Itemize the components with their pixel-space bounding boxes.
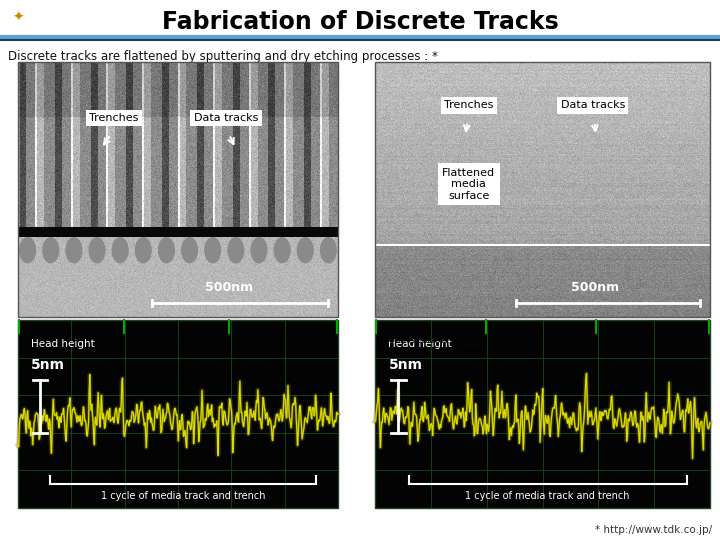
Ellipse shape: [320, 237, 337, 264]
Text: 5nm: 5nm: [31, 357, 65, 372]
Bar: [18, 62, 338, 317]
Text: Fabrication of Discrete Tracks: Fabrication of Discrete Tracks: [161, 10, 559, 34]
Ellipse shape: [297, 237, 314, 264]
Text: * http://www.tdk.co.jp/: * http://www.tdk.co.jp/: [595, 525, 712, 535]
Ellipse shape: [158, 237, 175, 264]
Bar: [375, 62, 710, 317]
Ellipse shape: [112, 237, 129, 264]
Bar: [375, 320, 710, 508]
Text: Head height: Head height: [31, 339, 94, 349]
Text: Flattened
media
surface: Flattened media surface: [442, 168, 495, 201]
Ellipse shape: [42, 237, 59, 264]
Ellipse shape: [251, 237, 268, 264]
Text: 500nm: 500nm: [205, 281, 253, 294]
Text: ✦: ✦: [12, 11, 24, 25]
Text: Trenches: Trenches: [89, 113, 139, 123]
Bar: [18, 227, 338, 237]
Text: 5nm: 5nm: [388, 357, 423, 372]
Bar: [18, 320, 338, 508]
Text: Discrete tracks are flattened by sputtering and dry etching processes : *: Discrete tracks are flattened by sputter…: [8, 50, 438, 63]
Ellipse shape: [89, 237, 106, 264]
Ellipse shape: [228, 237, 244, 264]
Ellipse shape: [135, 237, 152, 264]
Ellipse shape: [204, 237, 221, 264]
Text: Data tracks: Data tracks: [194, 113, 258, 123]
Ellipse shape: [181, 237, 198, 264]
Text: 500nm: 500nm: [571, 281, 619, 294]
Text: 1 cycle of media track and trench: 1 cycle of media track and trench: [101, 491, 265, 501]
Text: 1 cycle of media track and trench: 1 cycle of media track and trench: [465, 491, 630, 501]
Text: Head height: Head height: [388, 339, 452, 349]
Ellipse shape: [66, 237, 83, 264]
Text: Trenches: Trenches: [444, 100, 493, 110]
Ellipse shape: [19, 237, 36, 264]
Ellipse shape: [274, 237, 291, 264]
Text: Data tracks: Data tracks: [561, 100, 625, 110]
Text: Cross-section of
ferromagnetic layer: Cross-section of ferromagnetic layer: [377, 335, 480, 356]
